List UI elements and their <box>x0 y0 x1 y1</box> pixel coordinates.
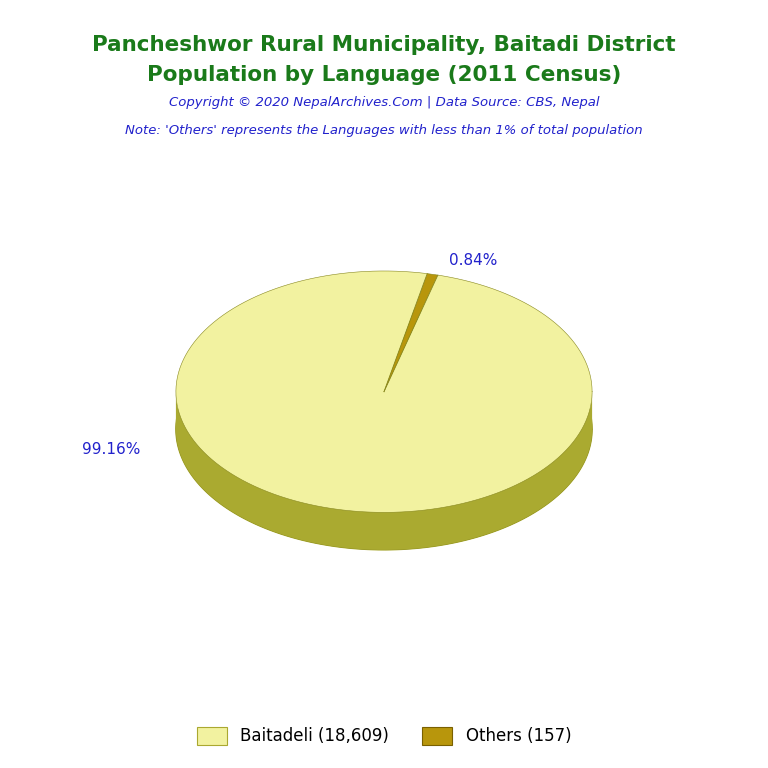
Text: 0.84%: 0.84% <box>449 253 497 268</box>
Text: Note: 'Others' represents the Languages with less than 1% of total population: Note: 'Others' represents the Languages … <box>125 124 643 137</box>
Polygon shape <box>176 271 592 512</box>
Text: Population by Language (2011 Census): Population by Language (2011 Census) <box>147 65 621 85</box>
Text: Copyright © 2020 NepalArchives.Com | Data Source: CBS, Nepal: Copyright © 2020 NepalArchives.Com | Dat… <box>169 96 599 109</box>
Text: 99.16%: 99.16% <box>82 442 141 458</box>
Legend: Baitadeli (18,609), Others (157): Baitadeli (18,609), Others (157) <box>190 720 578 752</box>
Polygon shape <box>176 309 592 550</box>
Polygon shape <box>384 273 438 392</box>
Text: Pancheshwor Rural Municipality, Baitadi District: Pancheshwor Rural Municipality, Baitadi … <box>92 35 676 55</box>
Polygon shape <box>176 392 592 550</box>
